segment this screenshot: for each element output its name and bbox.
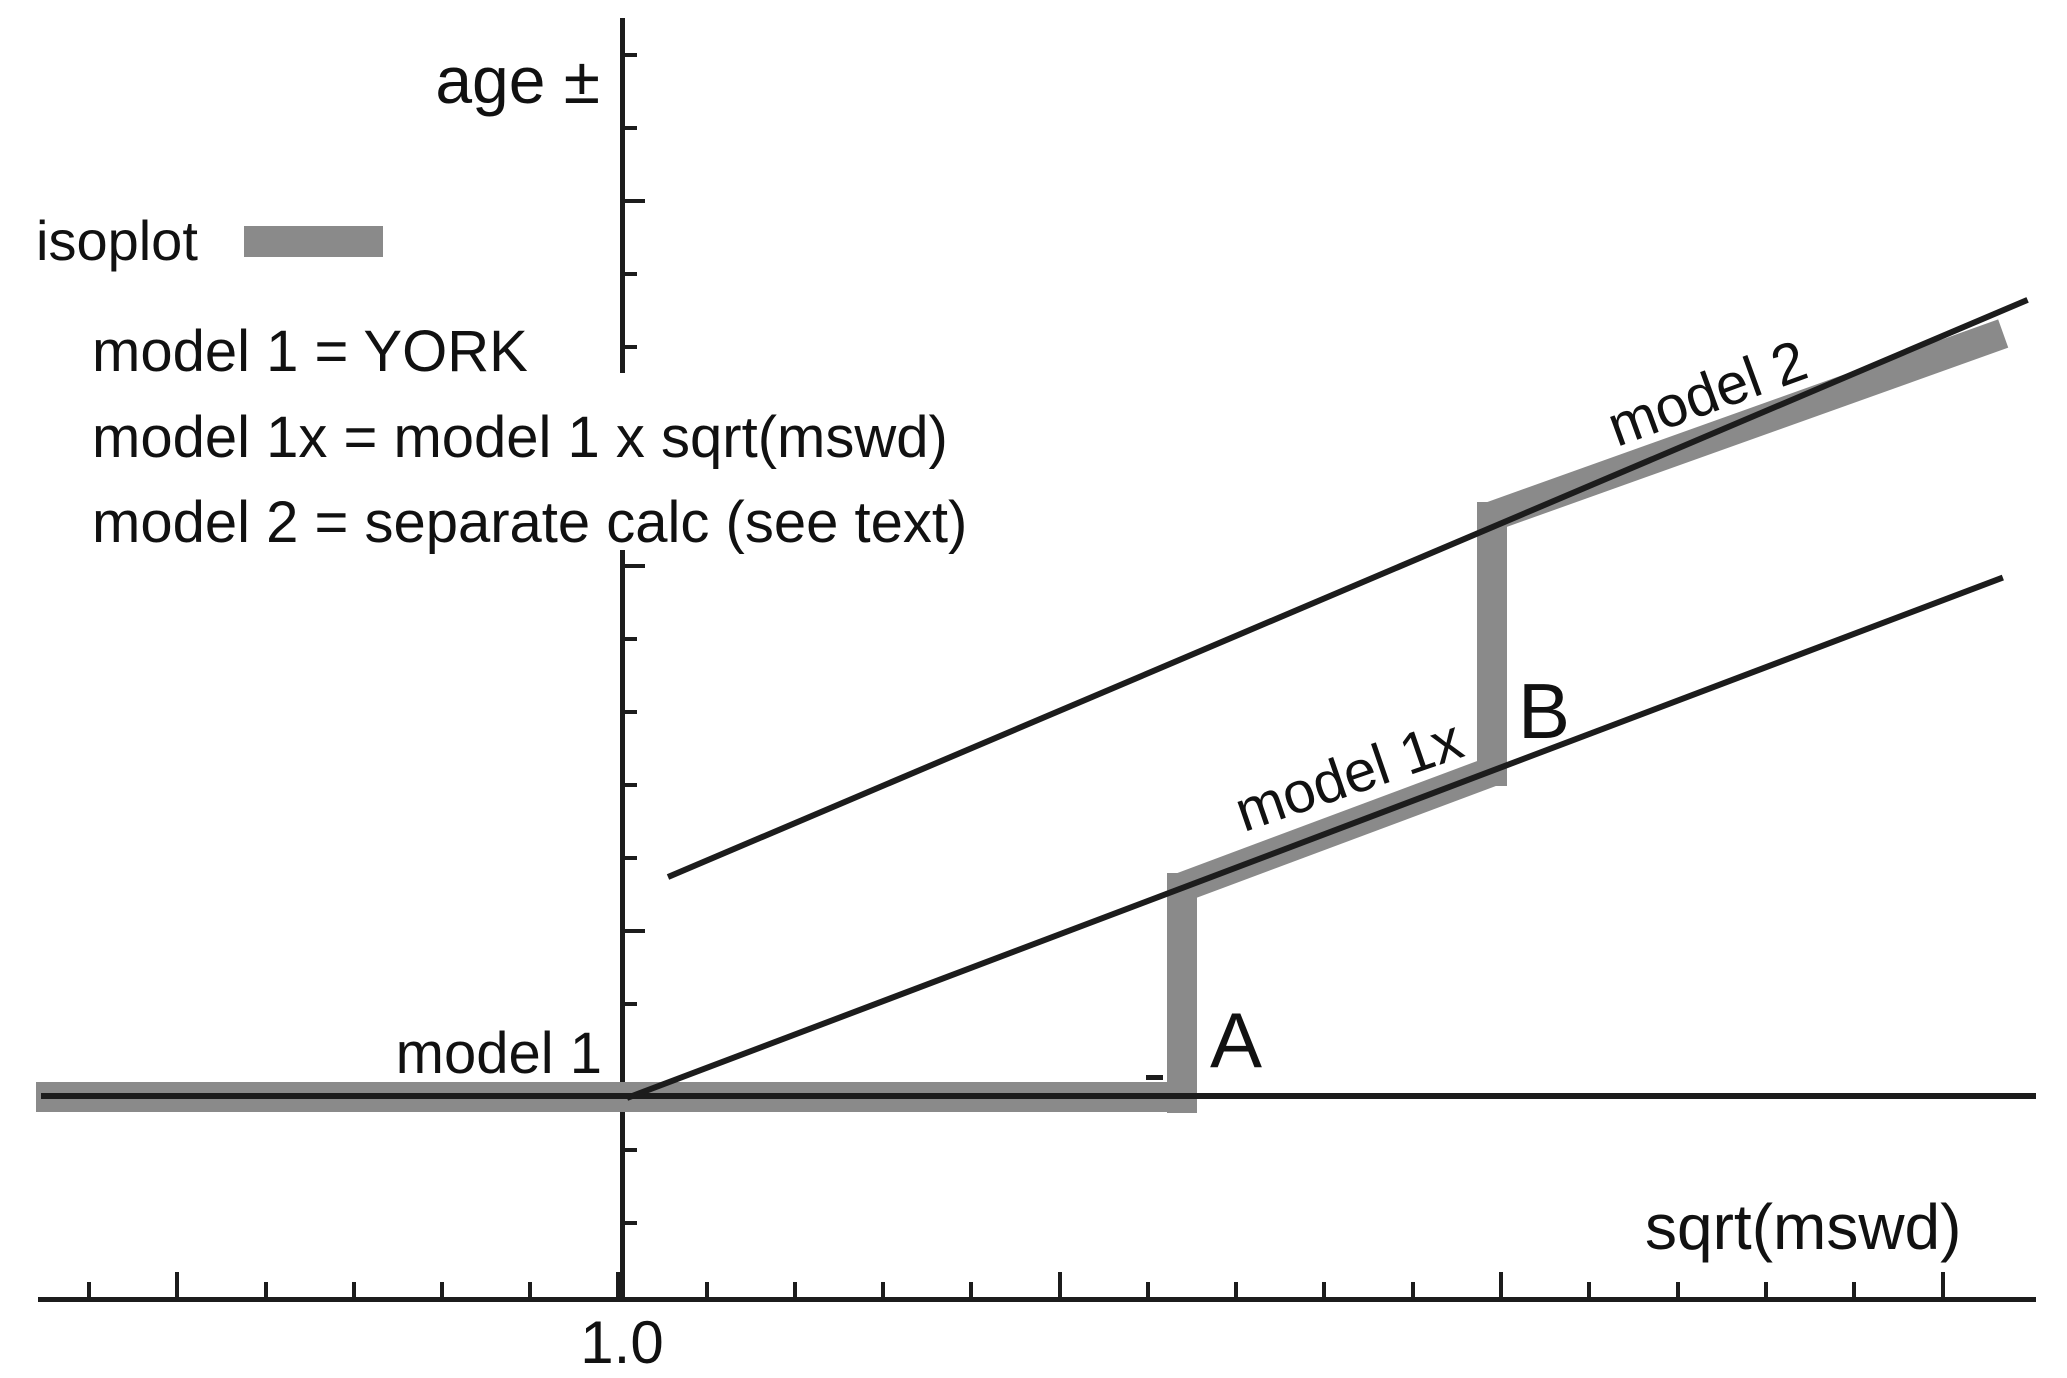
y-axis-minor-tick: [622, 53, 637, 57]
x-axis-label: sqrt(mswd): [1645, 1191, 1962, 1263]
x-axis-major-tick: [1941, 1272, 1945, 1302]
x-axis-minor-tick: [352, 1282, 356, 1302]
y-axis-minor-tick: [622, 856, 637, 860]
x-axis-minor-tick: [1146, 1282, 1150, 1302]
y-axis-major-tick: [622, 199, 645, 203]
y-axis-lower-segment: [620, 550, 625, 1302]
y-axis-label: age ±: [435, 43, 600, 117]
y-axis-minor-tick: [622, 1221, 637, 1225]
y-axis-minor-tick: [622, 1148, 637, 1152]
y-axis-minor-tick: [622, 345, 637, 349]
x-axis-minor-tick: [1322, 1282, 1326, 1302]
y-axis-major-tick: [622, 929, 645, 933]
legend-model2-definition: model 2 = separate calc (see text): [92, 490, 968, 555]
legend-model1-definition: model 1 = YORK: [92, 319, 528, 384]
y-axis-upper-segment: [620, 18, 625, 373]
isoplot-gray-jump-b: [1477, 502, 1507, 786]
x-axis: [38, 1297, 2036, 1302]
x-axis-major-tick: [1058, 1272, 1062, 1302]
x-axis-major-tick: [616, 1272, 620, 1302]
point-a-label: A: [1210, 996, 1263, 1084]
legend-isoplot-label: isoplot: [36, 209, 198, 272]
x-axis-minor-tick: [1411, 1282, 1415, 1302]
x-axis-minor-tick: [1587, 1282, 1591, 1302]
y-axis-minor-tick: [622, 126, 637, 130]
legend-model1x-definition: model 1x = model 1 x sqrt(mswd): [92, 405, 948, 470]
y-axis-minor-tick: [622, 710, 637, 714]
isoplot-gray-jump-a: [1167, 873, 1197, 1113]
y-axis-minor-tick: [622, 1002, 637, 1006]
x-axis-minor-tick: [264, 1282, 268, 1302]
x-axis-minor-tick: [705, 1282, 709, 1302]
x-axis-minor-tick: [528, 1282, 532, 1302]
y-axis-major-tick: [622, 564, 645, 568]
x-axis-minor-tick: [1852, 1282, 1856, 1302]
x-tick-label-1.0: 1.0: [580, 1309, 664, 1376]
x-axis-major-tick: [175, 1272, 179, 1302]
x-axis-major-tick: [1499, 1272, 1503, 1302]
x-axis-minor-tick: [87, 1282, 91, 1302]
x-axis-minor-tick: [969, 1282, 973, 1302]
model1-line-label: model 1: [395, 1021, 602, 1086]
x-axis-minor-tick: [793, 1282, 797, 1302]
dash-mark: [1146, 1075, 1163, 1080]
legend-gray-swatch: [244, 226, 383, 257]
y-axis-minor-tick: [622, 637, 637, 641]
x-axis-minor-tick: [1234, 1282, 1238, 1302]
point-b-label: B: [1518, 667, 1571, 755]
y-axis-minor-tick: [622, 783, 637, 787]
y-axis-minor-tick: [622, 272, 637, 276]
x-axis-minor-tick: [1676, 1282, 1680, 1302]
model1-line: [41, 1093, 2036, 1099]
x-axis-minor-tick: [1764, 1282, 1768, 1302]
model1x-line: [625, 574, 2004, 1101]
x-axis-minor-tick: [881, 1282, 885, 1302]
x-axis-minor-tick: [440, 1282, 444, 1302]
